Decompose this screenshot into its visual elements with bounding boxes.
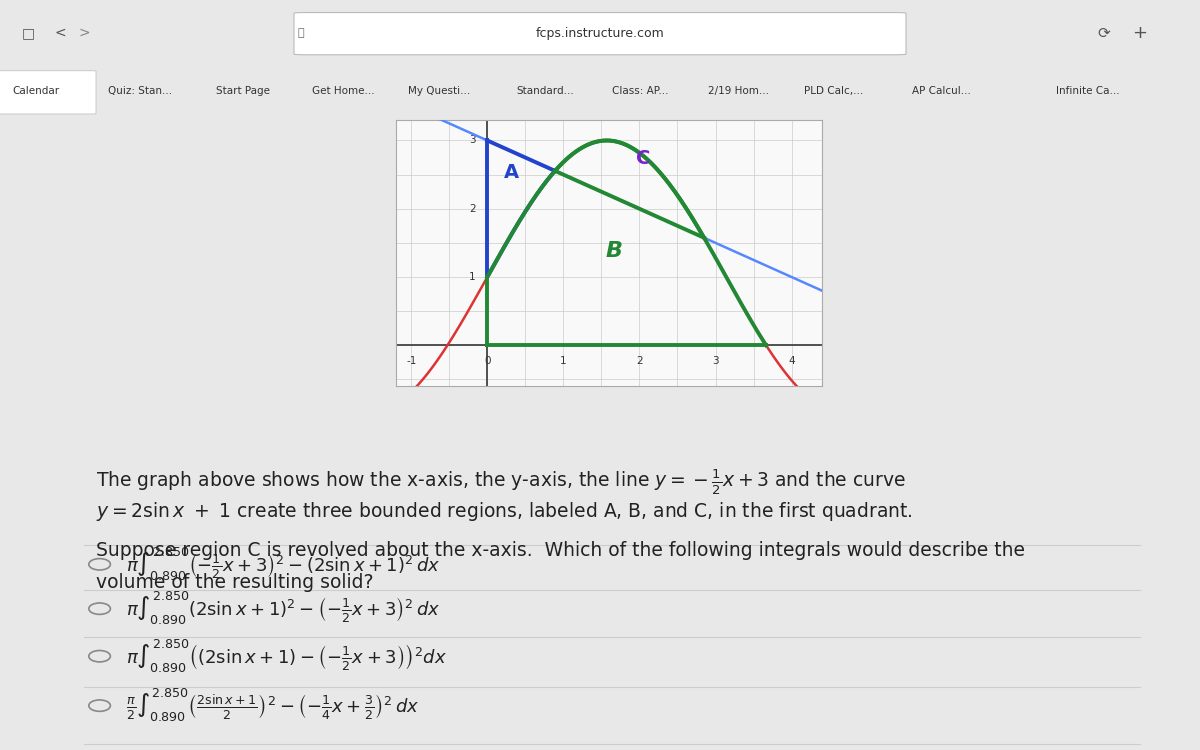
FancyBboxPatch shape [294, 13, 906, 55]
Text: Class: AP...: Class: AP... [612, 86, 668, 96]
Text: 3: 3 [712, 356, 719, 365]
Text: $\frac{\pi}{2} \int_{0.890}^{2.850} \left(\frac{2 \sin x+1}{2}\right)^2 - \left(: $\frac{\pi}{2} \int_{0.890}^{2.850} \lef… [126, 687, 420, 724]
Text: -1: -1 [406, 356, 416, 365]
Text: My Questi...: My Questi... [408, 86, 470, 96]
Text: fcps.instructure.com: fcps.instructure.com [535, 26, 665, 40]
Text: 0: 0 [484, 356, 491, 365]
Text: ⟳: ⟳ [1098, 26, 1110, 40]
Text: 2/19 Hom...: 2/19 Hom... [708, 86, 769, 96]
FancyBboxPatch shape [0, 70, 96, 114]
Text: $y = 2 \sin x \ + \ 1$ create three bounded regions, labeled A, B, and C, in the: $y = 2 \sin x \ + \ 1$ create three boun… [96, 500, 913, 523]
Text: Get Home...: Get Home... [312, 86, 374, 96]
Text: $\pi \int_{0.890}^{2.850} \left((2 \sin x + 1) - \left(-\frac{1}{2}x + 3\right)\: $\pi \int_{0.890}^{2.850} \left((2 \sin … [126, 638, 448, 675]
Text: 1: 1 [560, 356, 566, 365]
Text: <: < [54, 26, 66, 40]
Text: Infinite Ca...: Infinite Ca... [1056, 86, 1120, 96]
Text: Calendar: Calendar [12, 86, 59, 96]
Text: The graph above shows how the x-axis, the y-axis, the line $y = -\frac{1}{2}x + : The graph above shows how the x-axis, th… [96, 468, 906, 497]
Text: $\pi \int_{0.890}^{2.850} \left(-\frac{1}{2}x + 3\right)^2 - (2 \sin x + 1)^2\,d: $\pi \int_{0.890}^{2.850} \left(-\frac{1… [126, 546, 440, 583]
Text: Standard...: Standard... [516, 86, 574, 96]
Text: AP Calcul...: AP Calcul... [912, 86, 971, 96]
Text: 🔒: 🔒 [298, 28, 305, 38]
Text: Quiz: Stan...: Quiz: Stan... [108, 86, 172, 96]
Text: 3: 3 [469, 136, 476, 146]
Text: B: B [605, 241, 622, 260]
Text: volume of the resulting solid?: volume of the resulting solid? [96, 572, 373, 592]
Text: A: A [504, 163, 520, 182]
Text: C: C [636, 149, 650, 169]
Text: Start Page: Start Page [216, 86, 270, 96]
Text: □: □ [22, 26, 35, 40]
Text: 2: 2 [636, 356, 643, 365]
Text: >: > [78, 26, 90, 40]
Text: PLD Calc,...: PLD Calc,... [804, 86, 863, 96]
Text: Suppose region C is revolved about the x-axis.  Which of the following integrals: Suppose region C is revolved about the x… [96, 541, 1025, 560]
Text: +: + [1133, 24, 1147, 42]
Text: 4: 4 [788, 356, 794, 365]
Text: 1: 1 [469, 272, 476, 282]
Text: $\pi \int_{0.890}^{2.850} (2 \sin x + 1)^2 - \left(-\frac{1}{2}x + 3\right)^2\,d: $\pi \int_{0.890}^{2.850} (2 \sin x + 1)… [126, 590, 440, 627]
Text: 2: 2 [469, 204, 476, 214]
